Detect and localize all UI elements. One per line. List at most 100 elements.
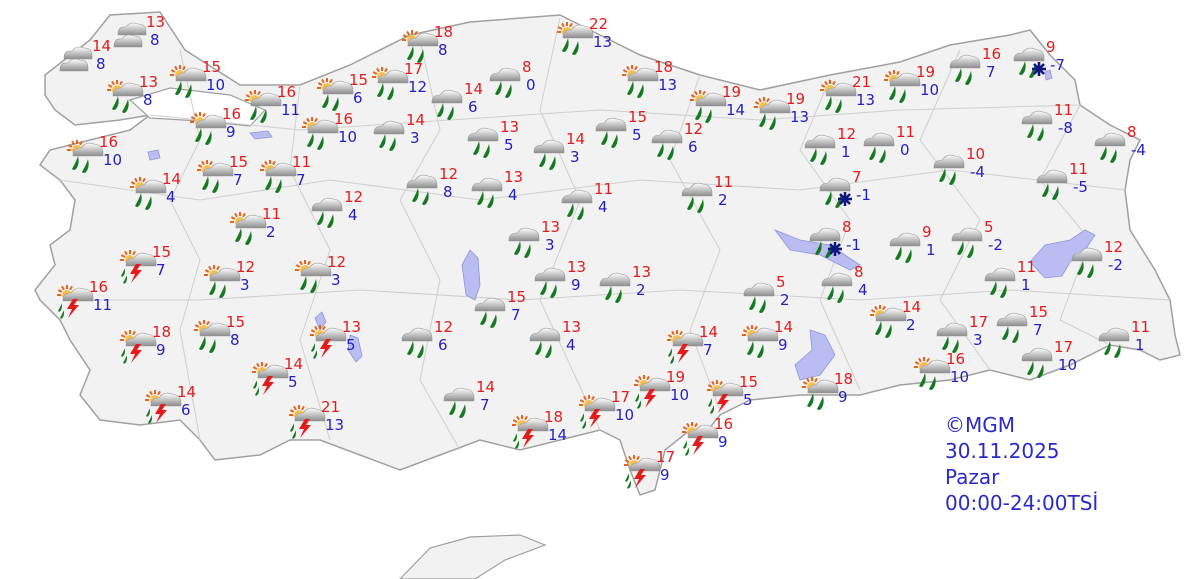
- min-temp: 13: [856, 91, 876, 109]
- cloud-icon: [150, 392, 182, 407]
- raindrop-icon: [637, 84, 644, 98]
- rain-icon: [1098, 327, 1130, 358]
- thunderstorm-icon: [289, 405, 326, 439]
- cloud-icon: [599, 272, 631, 287]
- station-forecast: 17 10: [1020, 339, 1090, 385]
- raindrop-icon: [885, 324, 892, 338]
- raindrop-icon: [567, 203, 574, 217]
- rain-icon: [936, 322, 968, 353]
- raindrop-icon: [490, 314, 497, 328]
- raindrop-icon: [919, 373, 926, 387]
- cloud-icon: [125, 252, 157, 267]
- raindrop-icon: [292, 430, 296, 439]
- raindrop-icon: [895, 246, 902, 260]
- raindrop-icon: [899, 89, 906, 103]
- raindrop-icon: [290, 423, 294, 432]
- raindrop-icon: [212, 179, 219, 193]
- cloud-icon: [651, 129, 683, 144]
- raindrop-icon: [135, 193, 142, 207]
- station-forecast: 16 10: [912, 351, 982, 397]
- max-temp: 13: [632, 263, 652, 281]
- raindrop-icon: [146, 408, 150, 417]
- thunderstorm-icon: [120, 250, 157, 284]
- max-temp: 16: [946, 350, 966, 368]
- raindrop-icon: [123, 355, 127, 364]
- partly-cloudy-rain-icon: [302, 117, 339, 150]
- raindrop-icon: [670, 355, 674, 364]
- raindrop-icon: [955, 68, 962, 82]
- cloud-icon: [996, 312, 1028, 327]
- cloud-icon: [629, 457, 661, 472]
- max-temp: 16: [89, 278, 109, 296]
- raindrop-icon: [687, 196, 694, 210]
- min-temp: 4: [598, 198, 608, 216]
- raindrop-icon: [387, 86, 394, 100]
- max-temp: 12: [344, 188, 364, 206]
- max-temp: 18: [152, 323, 172, 341]
- max-temp: 11: [714, 173, 734, 191]
- raindrop-icon: [1052, 186, 1059, 200]
- station-forecast: 15 10: [168, 59, 238, 105]
- max-temp: 17: [656, 448, 676, 466]
- max-temp: 15: [1029, 303, 1049, 321]
- lightning-icon: [320, 339, 332, 358]
- raindrop-icon: [965, 71, 972, 85]
- max-temp: 16: [222, 105, 242, 123]
- raindrop-icon: [1027, 361, 1034, 375]
- raindrop-icon: [605, 286, 612, 300]
- min-temp: -1: [846, 236, 861, 254]
- raindrop-icon: [889, 86, 896, 100]
- cloud-icon: [62, 287, 94, 302]
- min-temp: 10: [950, 368, 970, 386]
- station-forecast: 15 7: [195, 154, 265, 200]
- raindrop-icon: [1012, 329, 1019, 343]
- raindrop-icon: [72, 156, 79, 170]
- raindrop-icon: [480, 311, 487, 325]
- min-temp: 2: [780, 291, 790, 309]
- raindrop-icon: [1104, 341, 1111, 355]
- max-temp: 13: [500, 118, 520, 136]
- station-forecast: 15 5: [594, 109, 664, 155]
- raindrop-icon: [513, 433, 517, 442]
- cloud-icon: [1021, 110, 1053, 125]
- raindrop-icon: [265, 176, 272, 190]
- rain-icon: [804, 134, 836, 165]
- station-forecast: 12 8: [405, 166, 475, 212]
- cloud-icon: [1094, 132, 1126, 147]
- raindrop-icon: [757, 344, 764, 358]
- station-forecast: 14 4: [128, 171, 198, 217]
- partly-cloudy-rain-icon: [130, 177, 167, 210]
- raindrop-icon: [377, 83, 384, 97]
- lightning-icon: [677, 344, 689, 363]
- min-temp: 5: [288, 373, 298, 391]
- max-temp: 13: [562, 318, 582, 336]
- cloud-icon: [1098, 327, 1130, 342]
- max-temp: 14: [699, 323, 719, 341]
- min-temp: 9: [156, 341, 166, 359]
- raindrop-icon: [572, 41, 579, 55]
- lake-van: [1029, 229, 1096, 279]
- max-temp: 15: [628, 108, 648, 126]
- raindrop-icon: [683, 440, 687, 449]
- station-forecast: 14 2: [868, 299, 938, 345]
- station-forecast: 14 6: [143, 384, 213, 430]
- station-forecast: 15 5: [705, 374, 775, 420]
- cloud-icon: [807, 379, 839, 394]
- cloud-icon: [984, 267, 1016, 282]
- raindrop-icon: [487, 194, 494, 208]
- raindrop-icon: [535, 341, 542, 355]
- raindrop-icon: [209, 339, 216, 353]
- cloud-icon: [747, 327, 779, 342]
- cloud-icon: [743, 282, 775, 297]
- cloud-icon: [863, 132, 895, 147]
- raindrop-icon: [1037, 364, 1044, 378]
- max-temp: 15: [152, 243, 172, 261]
- min-temp: 3: [973, 331, 983, 349]
- max-temp: 18: [434, 23, 454, 41]
- partly-cloudy-rain-icon: [884, 70, 921, 103]
- partly-cloudy-rain-icon: [870, 305, 907, 338]
- max-temp: 11: [292, 153, 312, 171]
- min-temp: 11: [281, 101, 301, 119]
- raindrop-icon: [879, 149, 886, 163]
